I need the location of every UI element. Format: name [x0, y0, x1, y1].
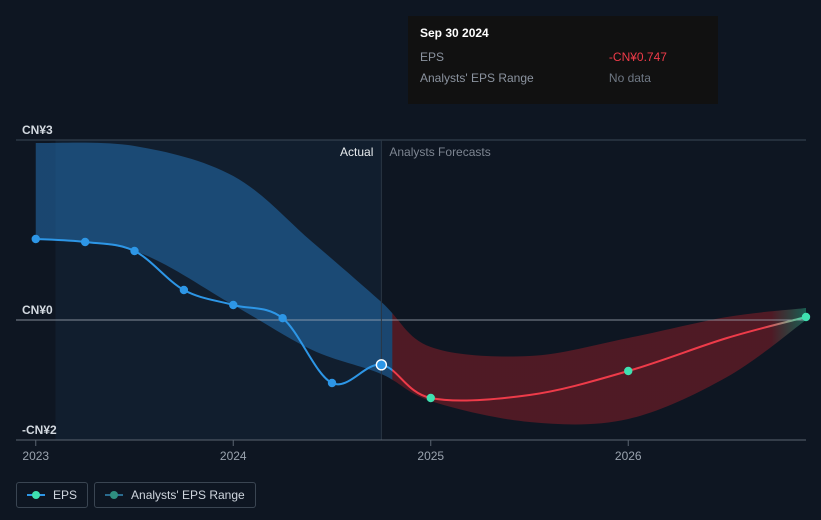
eps-chart: CN¥3 CN¥0 -CN¥2 2023 2024 2025 2026 Actual Analy…: [0, 0, 821, 520]
tooltip-row: Analysts' EPS RangeNo data: [420, 68, 706, 89]
x-tick-label: 2025: [417, 449, 444, 463]
forecast-label: Analysts Forecasts: [389, 145, 490, 159]
y-tick-label: CN¥0: [22, 303, 53, 317]
legend-item-range[interactable]: Analysts' EPS Range: [94, 482, 256, 508]
legend-swatch-icon: [27, 491, 45, 499]
x-tick-label: 2024: [220, 449, 247, 463]
eps-marker[interactable]: [328, 379, 336, 387]
hover-tooltip: Sep 30 2024 EPS-CN¥0.747Analysts' EPS Ra…: [408, 16, 718, 104]
eps-marker[interactable]: [130, 247, 138, 255]
eps-marker[interactable]: [802, 313, 810, 321]
legend-swatch-icon: [105, 491, 123, 499]
tooltip-row-value: No data: [601, 68, 706, 89]
tooltip-row: EPS-CN¥0.747: [420, 47, 706, 68]
eps-marker[interactable]: [624, 367, 632, 375]
eps-marker[interactable]: [427, 394, 435, 402]
x-tick-label: 2023: [22, 449, 49, 463]
tooltip-row-label: EPS: [420, 47, 601, 68]
x-tick-label: 2026: [615, 449, 642, 463]
eps-marker[interactable]: [376, 360, 386, 370]
legend-item-eps[interactable]: EPS: [16, 482, 88, 508]
y-tick-label: -CN¥2: [22, 423, 57, 437]
eps-marker[interactable]: [229, 301, 237, 309]
legend-item-label: EPS: [53, 488, 77, 502]
y-tick-label: CN¥3: [22, 123, 53, 137]
tooltip-table: EPS-CN¥0.747Analysts' EPS RangeNo data: [420, 47, 706, 89]
eps-marker[interactable]: [81, 238, 89, 246]
tooltip-row-label: Analysts' EPS Range: [420, 68, 601, 89]
legend-item-label: Analysts' EPS Range: [131, 488, 245, 502]
chart-legend: EPS Analysts' EPS Range: [16, 482, 256, 508]
tooltip-date: Sep 30 2024: [420, 24, 706, 43]
eps-marker[interactable]: [278, 314, 286, 322]
eps-marker[interactable]: [32, 235, 40, 243]
tooltip-row-value: -CN¥0.747: [601, 47, 706, 68]
actual-label: Actual: [340, 145, 373, 159]
eps-marker[interactable]: [180, 286, 188, 294]
